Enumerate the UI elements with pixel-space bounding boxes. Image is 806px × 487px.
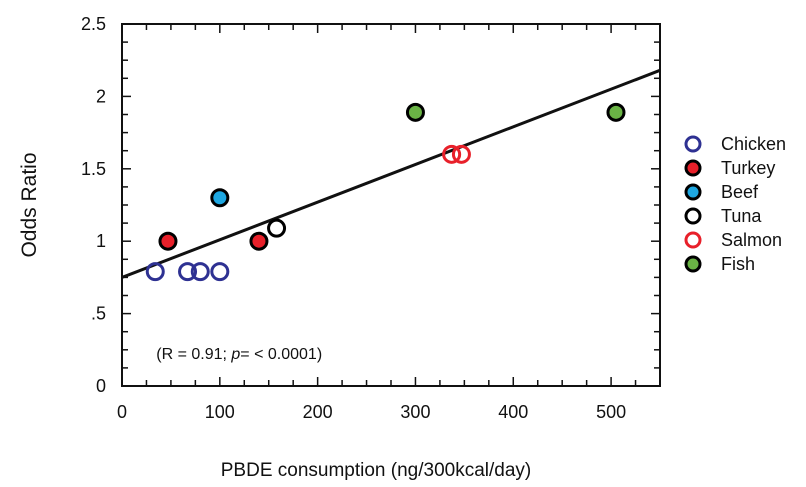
data-points — [145, 102, 626, 282]
x-tick-label: 0 — [117, 402, 127, 422]
annotation-suffix: = < 0.0001) — [240, 346, 322, 363]
data-point-beef — [210, 188, 230, 208]
regression-line-group — [121, 68, 661, 279]
data-point-turkey — [158, 231, 178, 251]
correlation-annotation: (R = 0.91; p= < 0.0001) — [156, 346, 322, 363]
x-tick-label: 500 — [596, 402, 626, 422]
x-tick-label: 200 — [303, 402, 333, 422]
tick-marks: 0 100 200 300 400 500 0 .5 1 1.5 2 2.5 — [81, 14, 661, 422]
y-tick-label: 2 — [96, 86, 106, 106]
legend-label-chicken: Chicken — [721, 134, 786, 154]
legend-marker-chicken — [684, 135, 702, 153]
y-tick-label: 0 — [96, 376, 106, 396]
legend: Chicken Turkey Beef Tuna Salmon Fish — [684, 134, 786, 274]
y-axis-label: Odds Ratio — [18, 152, 41, 257]
axes — [121, 23, 661, 387]
data-point-turkey — [249, 231, 269, 251]
legend-label-fish: Fish — [721, 254, 755, 274]
data-point-fish — [606, 102, 626, 122]
data-point-salmon — [451, 144, 471, 164]
x-tick-label: 300 — [400, 402, 430, 422]
x-axis-label: PBDE consumption (ng/300kcal/day) — [221, 460, 532, 481]
data-point-chicken — [190, 262, 210, 282]
data-point-chicken — [145, 262, 165, 282]
correlation-annotation-text: (R = 0.91; p= < 0.0001) — [156, 346, 322, 363]
legend-label-salmon: Salmon — [721, 230, 782, 250]
y-tick-label: 2.5 — [81, 14, 106, 34]
legend-label-tuna: Tuna — [721, 206, 762, 226]
y-tick-label: .5 — [91, 304, 106, 324]
legend-marker-turkey — [684, 159, 702, 177]
data-point-tuna — [267, 218, 287, 238]
plot-frame — [121, 23, 661, 387]
data-point-fish — [405, 102, 425, 122]
data-point-chicken — [178, 262, 198, 282]
regression-line — [121, 68, 661, 279]
data-point-chicken — [210, 262, 230, 282]
annotation-p-value-symbol: p — [230, 346, 240, 363]
legend-label-beef: Beef — [721, 182, 759, 202]
legend-marker-tuna — [684, 207, 702, 225]
legend-marker-salmon — [684, 231, 702, 249]
data-point-salmon — [442, 144, 462, 164]
y-tick-label: 1 — [96, 231, 106, 251]
axis-labels: Odds Ratio PBDE consumption (ng/300kcal/… — [18, 152, 531, 481]
annotation-prefix: (R = 0.91; — [156, 346, 231, 363]
x-tick-label: 400 — [498, 402, 528, 422]
y-tick-label: 1.5 — [81, 159, 106, 179]
legend-label-turkey: Turkey — [721, 158, 775, 178]
legend-marker-fish — [684, 255, 702, 273]
x-tick-label: 100 — [205, 402, 235, 422]
legend-marker-beef — [684, 183, 702, 201]
